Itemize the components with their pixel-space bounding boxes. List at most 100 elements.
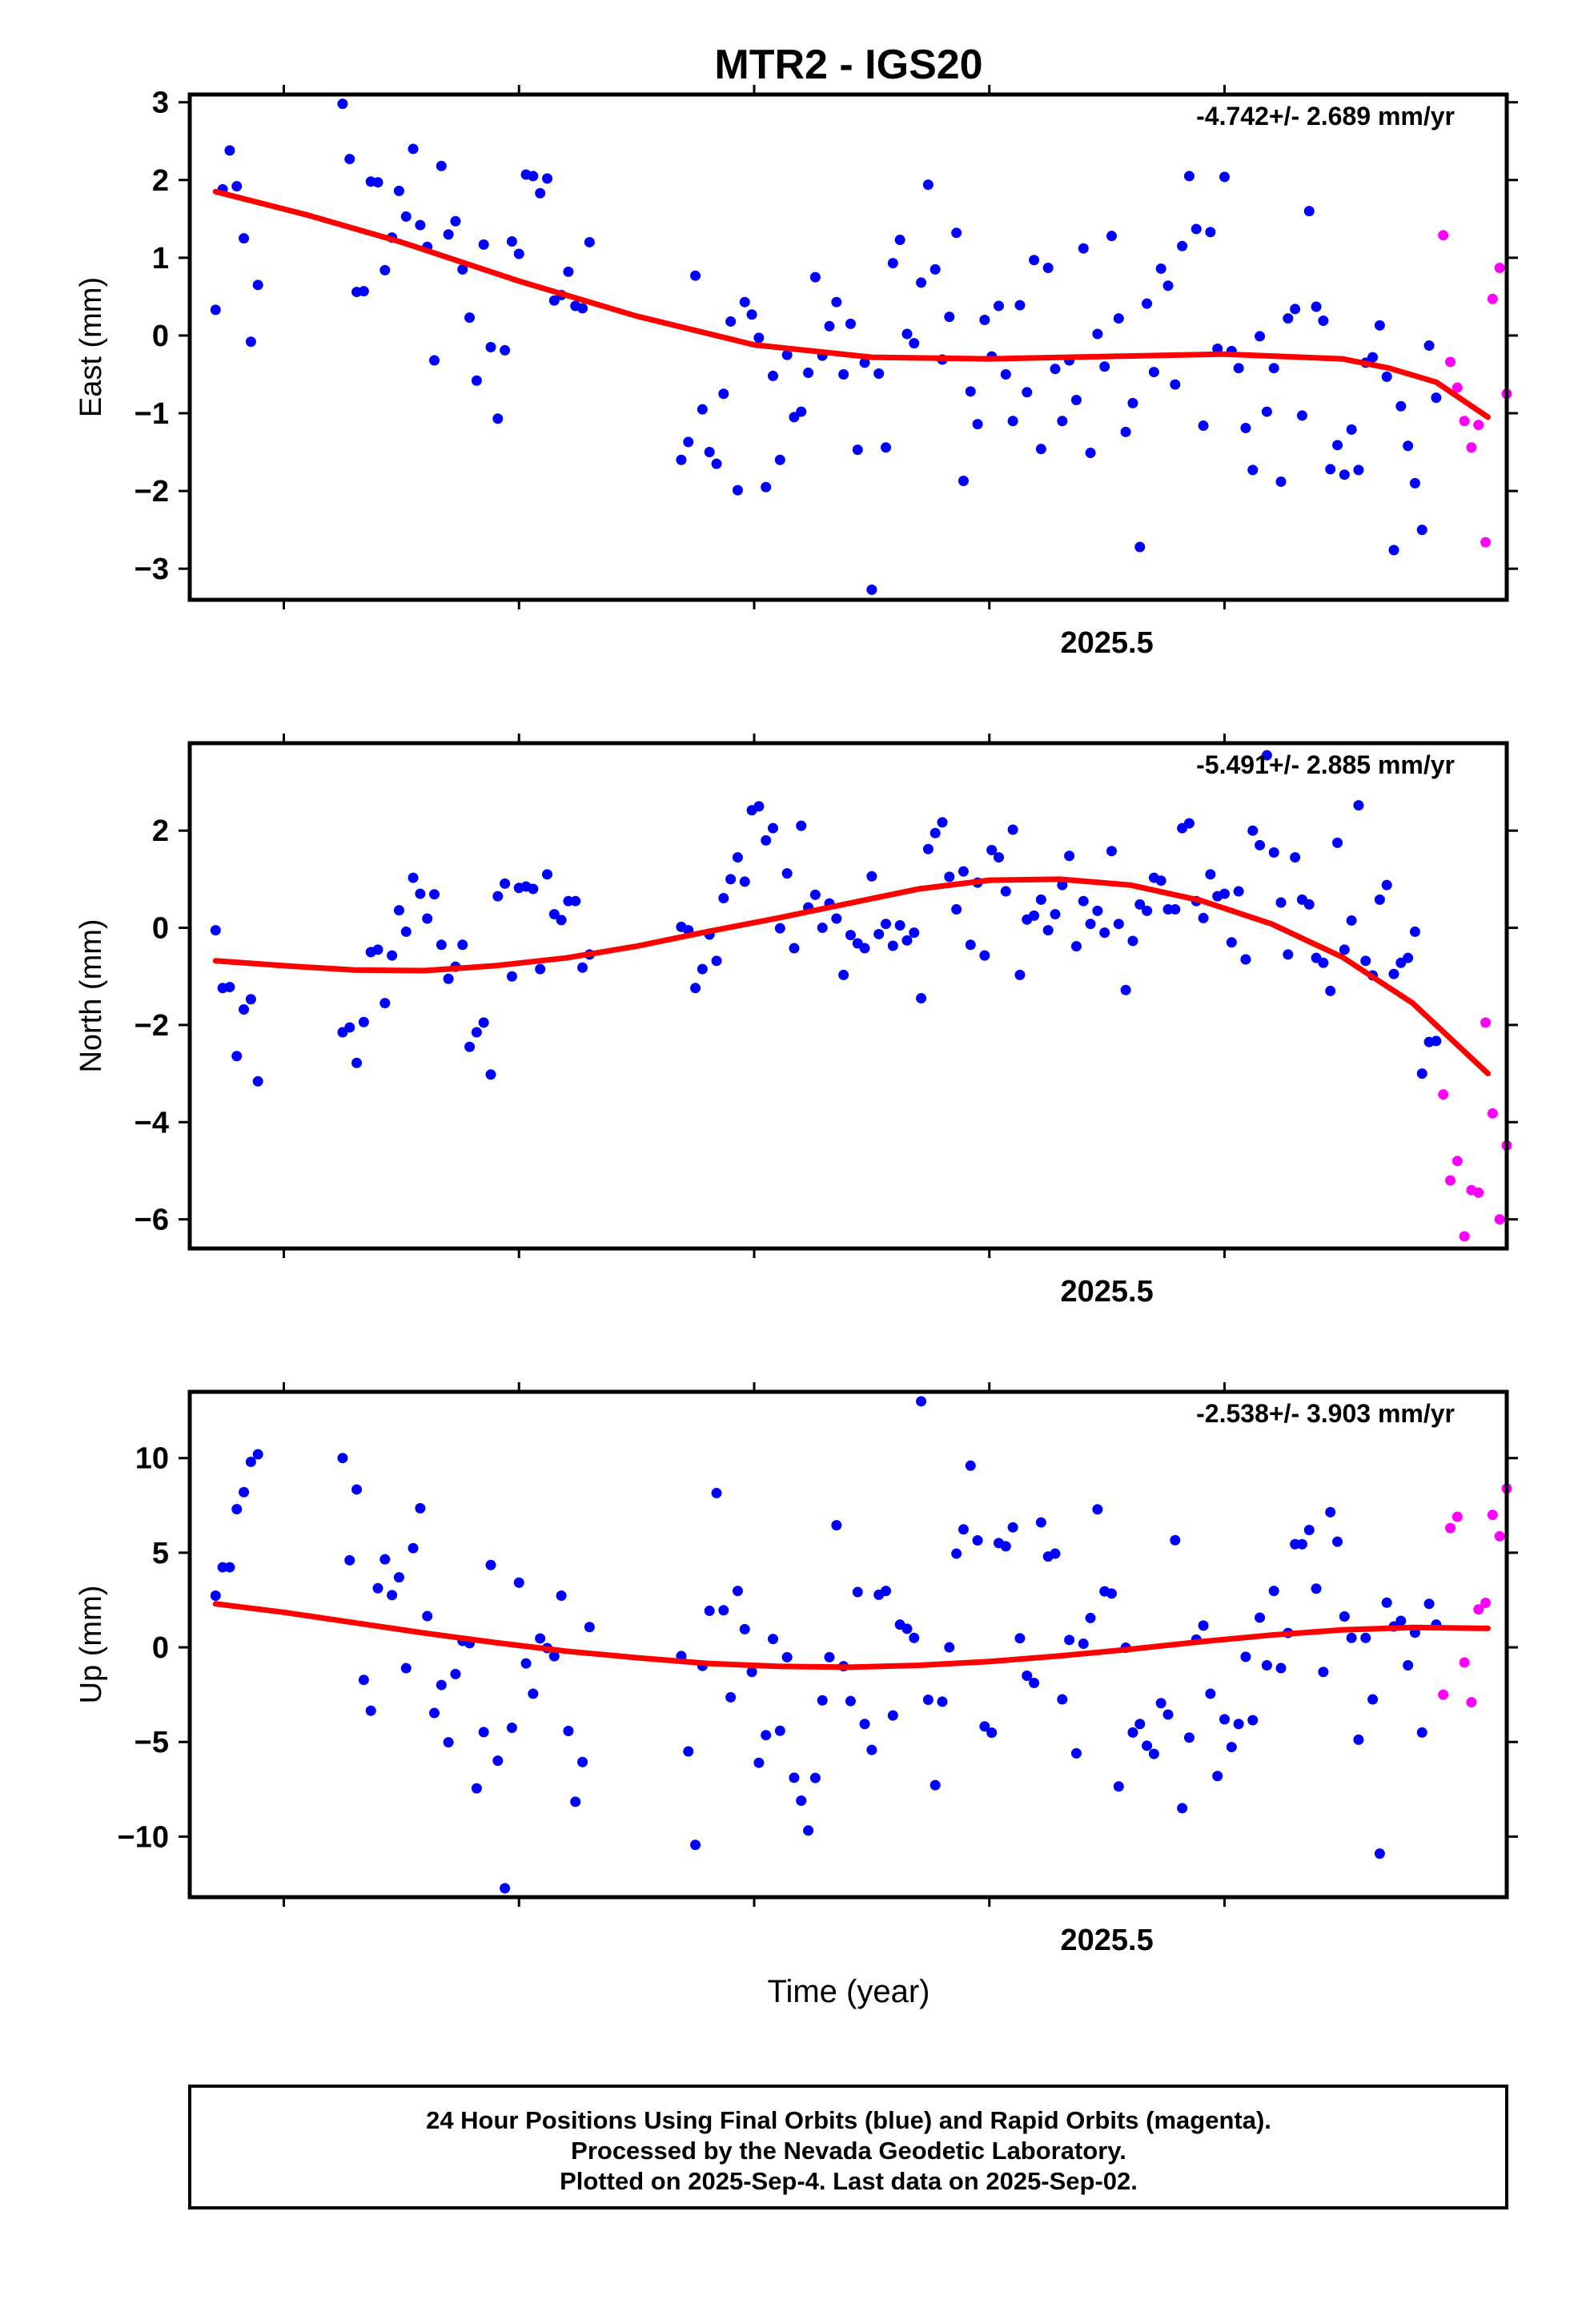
north-y-tick-label: −4 [135, 1106, 169, 1140]
up-final-point [528, 1688, 539, 1699]
up-final-point [563, 1726, 574, 1737]
east-final-point [224, 145, 235, 156]
north-final-point [859, 943, 870, 954]
up-final-point [570, 1796, 581, 1807]
up-trend-line [212, 1601, 1491, 1671]
up-final-point [1070, 1747, 1082, 1759]
north-final-point [1078, 895, 1089, 907]
east-final-point [768, 370, 778, 381]
east-final-point [718, 388, 729, 400]
north-final-point [845, 930, 856, 941]
north-final-point [387, 950, 398, 961]
up-rapid-point [1438, 1689, 1449, 1700]
east-final-point [746, 309, 757, 320]
up-rapid-point [1494, 1530, 1505, 1542]
east-final-point [393, 185, 404, 196]
east-final-point [1205, 227, 1216, 238]
up-final-point [781, 1651, 793, 1663]
east-final-point [803, 368, 814, 379]
east-final-point [471, 375, 482, 386]
north-final-point [1113, 919, 1124, 930]
up-final-point [937, 1696, 948, 1707]
north-final-point [873, 928, 885, 939]
east-final-point [887, 258, 898, 269]
east-final-point [1078, 243, 1089, 254]
up-y-tick-label: 5 [152, 1537, 169, 1570]
north-final-point [1035, 894, 1046, 905]
up-final-point [704, 1605, 715, 1616]
up-final-point [711, 1487, 722, 1498]
up-final-point [1219, 1714, 1230, 1725]
east-rapid-point [1445, 356, 1456, 368]
north-final-point [916, 993, 927, 1004]
east-final-point [400, 211, 412, 222]
east-final-point [852, 444, 863, 456]
east-final-point [831, 296, 842, 308]
up-rapid-point [1487, 1510, 1498, 1521]
north-final-point [1029, 910, 1040, 921]
up-final-point [1423, 1598, 1435, 1610]
up-final-point [1374, 1848, 1385, 1860]
east-final-point [513, 248, 524, 259]
east-final-point [1148, 367, 1159, 378]
up-panel: 10 5 0 −5 −10 2025.5 Up (mm) -2.538+/- 3.903 mm… [74, 1382, 1518, 1957]
east-final-point [1127, 397, 1138, 408]
up-rapid-point [1473, 1604, 1484, 1615]
east-final-point [1022, 387, 1033, 398]
up-final-point [584, 1622, 595, 1633]
up-final-point [1233, 1719, 1244, 1730]
north-rapid-point [1473, 1187, 1484, 1198]
east-final-point [824, 320, 835, 332]
east-y-tick-label: −2 [135, 475, 169, 509]
east-final-point [584, 236, 595, 247]
east-final-point [450, 215, 461, 227]
north-rapid-point [1480, 1017, 1492, 1028]
east-final-point [944, 312, 955, 323]
north-panel: 2 0 −2 −4 −6 2025.5 North (mm) -5.491+/- 2.885 … [74, 734, 1518, 1309]
east-final-point [809, 271, 821, 283]
chart-title: MTR2 - IGS20 [714, 42, 982, 88]
up-final-point [365, 1705, 376, 1716]
up-final-point [881, 1586, 891, 1597]
east-final-point [1113, 313, 1124, 324]
east-final-point [372, 177, 383, 188]
up-final-point [415, 1502, 426, 1514]
east-final-point [1255, 331, 1266, 342]
north-final-point [1325, 985, 1336, 996]
east-final-point [464, 312, 476, 324]
up-final-point [1183, 1732, 1195, 1743]
east-final-point [894, 235, 905, 246]
up-final-point [351, 1484, 363, 1495]
east-final-point [1070, 395, 1082, 406]
up-rate-annotation: -2.538+/- 3.903 mm/yr [1196, 1399, 1455, 1428]
up-final-point [1255, 1612, 1266, 1623]
north-final-point [1339, 944, 1350, 955]
east-final-point [231, 181, 243, 192]
up-final-point [1142, 1740, 1153, 1751]
north-final-point [994, 852, 1004, 863]
up-final-point [1050, 1548, 1061, 1559]
up-final-point [852, 1586, 863, 1598]
north-final-point [1127, 935, 1138, 947]
up-final-point [1381, 1597, 1392, 1608]
east-rapid-point [1494, 262, 1505, 273]
north-final-point [732, 852, 743, 863]
north-final-point [831, 913, 842, 924]
east-final-point [1374, 320, 1385, 331]
east-final-point [1431, 392, 1442, 404]
up-final-point [866, 1744, 877, 1755]
north-final-point [1198, 912, 1209, 923]
up-final-point [224, 1562, 235, 1573]
north-rapid-point [1494, 1214, 1505, 1225]
east-final-point [1212, 343, 1223, 354]
east-final-point [697, 404, 708, 415]
up-final-point [231, 1504, 243, 1515]
east-final-point [485, 342, 496, 352]
north-rapid-point [1438, 1089, 1449, 1100]
up-final-point [443, 1737, 454, 1748]
up-final-point [683, 1746, 694, 1757]
north-final-point [422, 913, 433, 924]
east-final-point [1029, 255, 1040, 266]
up-final-point [901, 1623, 913, 1634]
up-final-point [944, 1642, 955, 1653]
